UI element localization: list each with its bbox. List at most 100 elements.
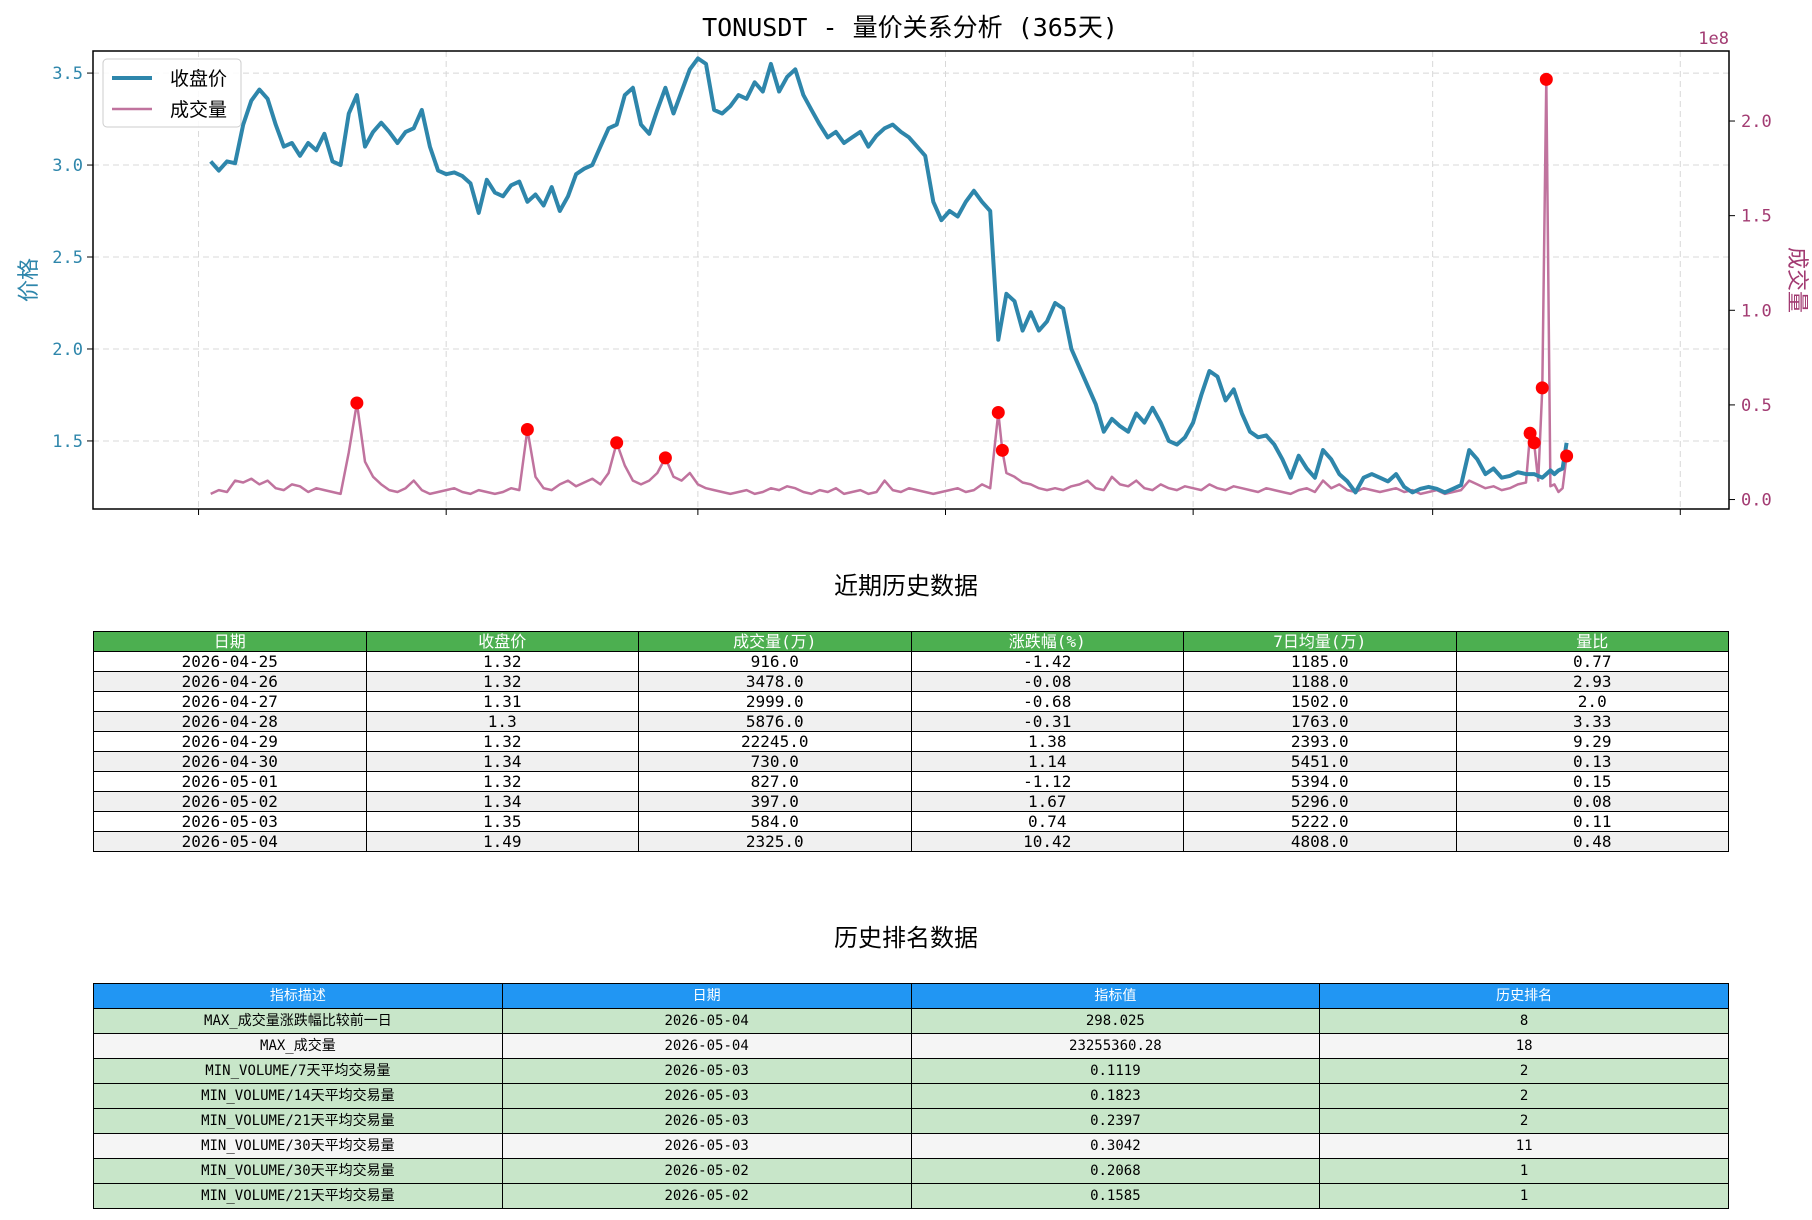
history-cell: 0.13 [1455,751,1729,772]
rank-header-cell: 日期 [501,983,912,1009]
history-cell: 2026-04-29 [93,731,367,752]
history-cell: 0.08 [1455,791,1729,812]
rank-cell: 2026-05-03 [501,1108,912,1134]
history-cell: 1.32 [365,771,639,792]
plot-frame [92,50,1730,510]
volume-series-layer [210,78,1568,496]
volume-spike-point [658,451,672,465]
history-cell: 1.32 [365,671,639,692]
history-cell: 2026-05-02 [93,791,367,812]
history-cell: 1502.0 [1183,691,1457,712]
rank-cell: 11 [1319,1133,1729,1159]
y2-tick-label: 1.5 [1741,207,1772,227]
history-cell: 0.11 [1455,811,1729,832]
rank-table-body: MAX_成交量涨跌幅比较前一日 2026-05-04 298.025 8 MAX_成交量… [93,1008,1729,1209]
history-cell: 3.33 [1455,711,1729,732]
history-cell: 4808.0 [1183,831,1457,852]
rank-row: MIN_VOLUME/7天平均交易量 2026-05-03 0.1119 2 [93,1058,1729,1084]
history-table: 日期 收盘价 成交量(万) 涨跌幅(%) 7日均量(万) 量比 2026-04-25 1.3… [93,631,1729,852]
y-tick-label: 1.5 [52,432,83,452]
chart-axes: 2025-052025-072025-092025-112026-012026-… [52,64,1772,515]
history-cell: 1188.0 [1183,671,1457,692]
volume-spike-point [995,443,1009,457]
history-row: 2026-04-27 1.31 2999.0 -0.68 1502.0 2.0 [93,691,1729,712]
y2-offset-label: 1e8 [1698,29,1729,49]
volume-line [210,78,1568,496]
y-tick-label: 3.5 [52,64,83,84]
rank-cell: 0.1585 [910,1183,1321,1209]
volume-spike-markers [350,72,1574,465]
history-cell: 2.93 [1455,671,1729,692]
history-cell: 1.67 [910,791,1184,812]
rank-cell: 2 [1319,1083,1729,1109]
history-row: 2026-04-25 1.32 916.0 -1.42 1185.0 0.77 [93,651,1729,672]
rank-cell: MIN_VOLUME/21天平均交易量 [93,1108,503,1134]
y2-tick-label: 0.5 [1741,396,1772,416]
rank-row: MIN_VOLUME/14天平均交易量 2026-05-03 0.1823 2 [93,1083,1729,1109]
history-cell: 1.34 [365,791,639,812]
history-header-cell: 涨跌幅(%) [910,631,1184,652]
history-row: 2026-04-29 1.32 22245.0 1.38 2393.0 9.29 [93,731,1729,752]
history-cell: 0.48 [1455,831,1729,852]
y2-tick-label: 2.0 [1741,112,1772,132]
rank-cell: 0.2397 [910,1108,1321,1134]
history-cell: 10.42 [910,831,1184,852]
rank-cell: 18 [1319,1033,1729,1059]
rank-cell: 1 [1319,1158,1729,1184]
rank-cell: 2026-05-02 [501,1183,912,1209]
history-header-cell: 收盘价 [365,631,639,652]
rank-section-title: 历史排名数据 [834,924,978,952]
history-cell: 5876.0 [638,711,912,732]
history-row: 2026-04-26 1.32 3478.0 -0.08 1188.0 2.93 [93,671,1729,692]
volume-spike-point [1527,436,1541,450]
rank-cell: 298.025 [910,1008,1321,1034]
history-cell: 584.0 [638,811,912,832]
history-row: 2026-04-30 1.34 730.0 1.14 5451.0 0.13 [93,751,1729,772]
history-cell: 1.32 [365,651,639,672]
history-header-cell: 7日均量(万) [1183,631,1457,652]
history-cell: -0.31 [910,711,1184,732]
history-cell: 2999.0 [638,691,912,712]
rank-row: MAX_成交量 2026-05-04 23255360.28 18 [93,1033,1729,1059]
rank-row: MIN_VOLUME/21天平均交易量 2026-05-02 0.1585 1 [93,1183,1729,1209]
y2-axis-label: 成交量 [1784,247,1809,313]
history-cell: 1.32 [365,731,639,752]
history-cell: 0.15 [1455,771,1729,792]
y2-tick-label: 0.0 [1741,491,1772,511]
price-volume-chart: 2025-052025-072025-092025-112026-012026-… [17,13,1809,515]
history-cell: 9.29 [1455,731,1729,752]
history-cell: 1.38 [910,731,1184,752]
price-line [209,56,1569,495]
rank-cell: 23255360.28 [910,1033,1321,1059]
history-cell: 3478.0 [638,671,912,692]
y-tick-label: 3.0 [52,156,83,176]
rank-row: MAX_成交量涨跌幅比较前一日 2026-05-04 298.025 8 [93,1008,1729,1034]
history-cell: 916.0 [638,651,912,672]
rank-cell: 2026-05-04 [501,1033,912,1059]
history-cell: -1.42 [910,651,1184,672]
history-cell: 2026-04-27 [93,691,367,712]
history-header-cell: 量比 [1455,631,1729,652]
history-cell: 397.0 [638,791,912,812]
history-cell: 2026-04-30 [93,751,367,772]
rank-cell: 2026-05-03 [501,1133,912,1159]
history-cell: 730.0 [638,751,912,772]
y-axis-label: 价格 [17,258,42,302]
history-cell: 1.31 [365,691,639,712]
history-cell: 2026-04-28 [93,711,367,732]
history-cell: 1.3 [365,711,639,732]
rank-cell: MIN_VOLUME/14天平均交易量 [93,1083,503,1109]
rank-cell: MIN_VOLUME/30天平均交易量 [93,1158,503,1184]
price-series-layer [209,56,1569,495]
rank-cell: MAX_成交量涨跌幅比较前一日 [93,1008,503,1034]
history-cell: 5296.0 [1183,791,1457,812]
chart-title: TONUSDT - 量价关系分析 (365天) [702,13,1118,42]
rank-table: 指标描述 日期 指标值 历史排名 MAX_成交量涨跌幅比较前一日 2026-05-04 2… [93,983,1729,1209]
rank-cell: 0.1119 [910,1058,1321,1084]
history-header-cell: 日期 [93,631,367,652]
rank-row: MIN_VOLUME/30天平均交易量 2026-05-03 0.3042 11 [93,1133,1729,1159]
history-cell: 2325.0 [638,831,912,852]
history-row: 2026-04-28 1.3 5876.0 -0.31 1763.0 3.33 [93,711,1729,732]
history-table-header: 日期 收盘价 成交量(万) 涨跌幅(%) 7日均量(万) 量比 [93,631,1729,652]
volume-spike-point [1535,381,1549,395]
